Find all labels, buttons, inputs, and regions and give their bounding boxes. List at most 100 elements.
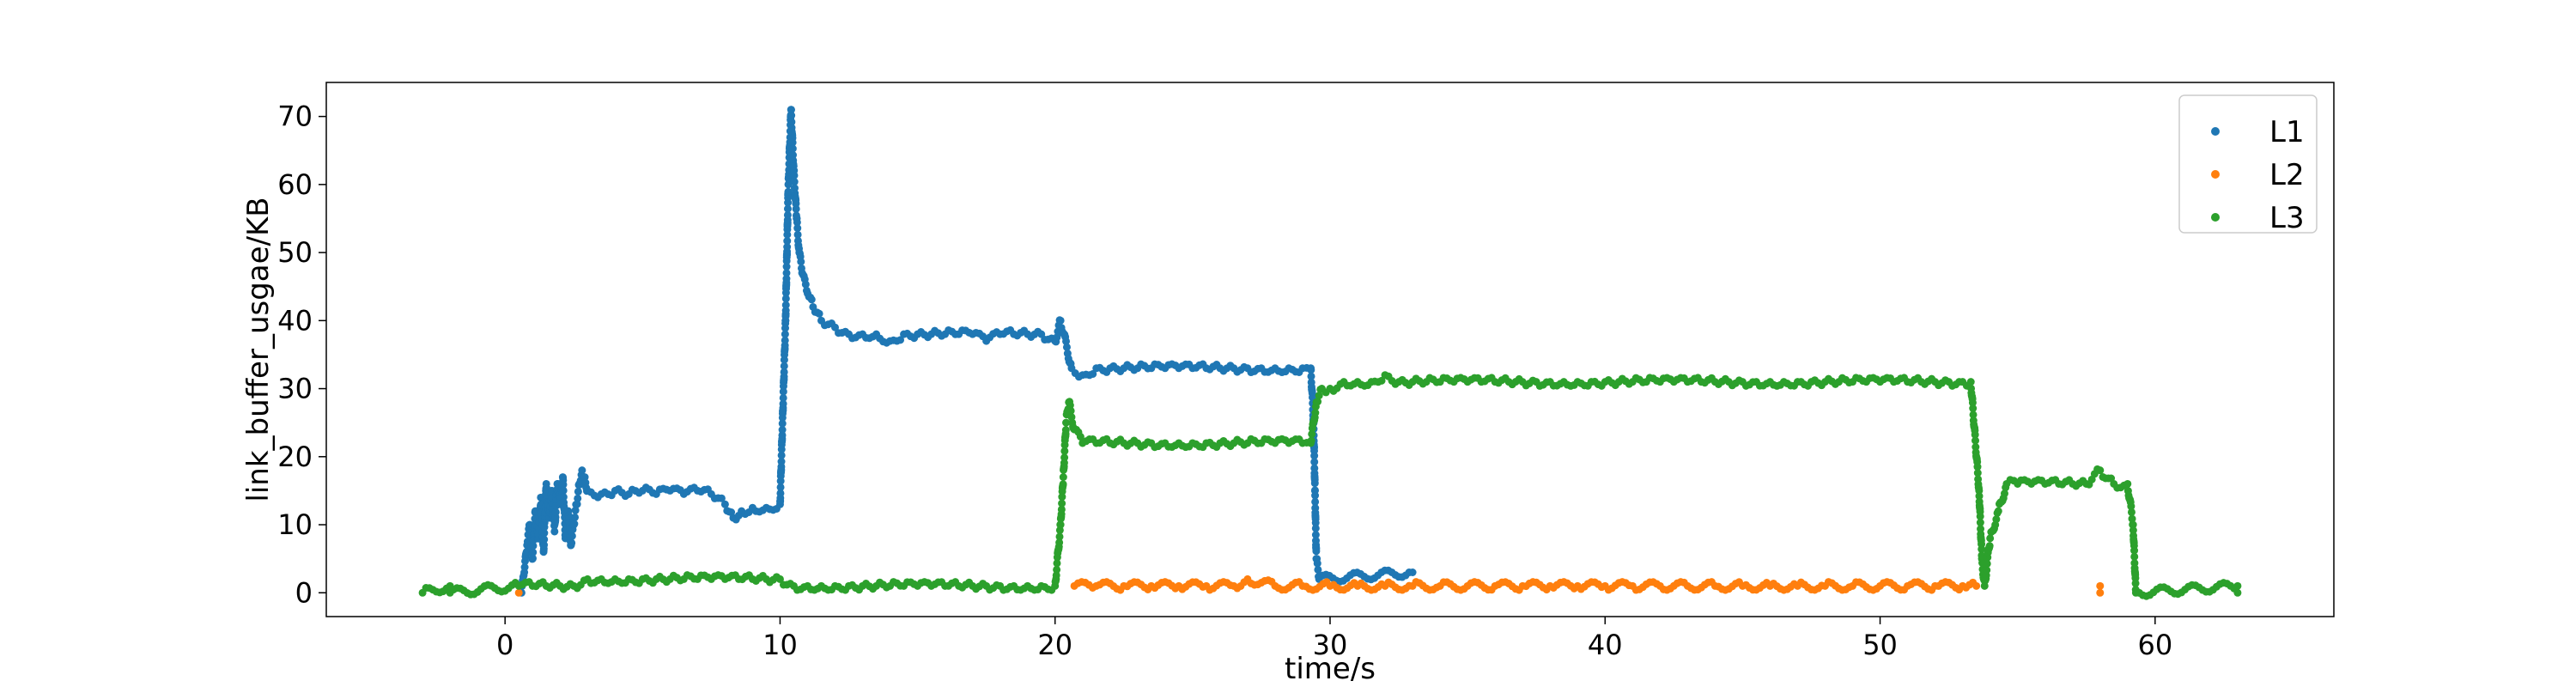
data-point bbox=[1973, 469, 1982, 477]
data-point bbox=[776, 483, 785, 491]
data-point bbox=[2233, 588, 2242, 597]
data-point bbox=[1310, 458, 1319, 466]
data-point bbox=[2128, 514, 2136, 523]
data-point bbox=[578, 466, 586, 475]
data-point bbox=[1059, 480, 1067, 489]
data-point bbox=[570, 520, 579, 528]
data-point bbox=[1315, 392, 1323, 400]
y-tick-label: 50 bbox=[277, 236, 313, 269]
data-point bbox=[781, 336, 789, 344]
data-point bbox=[568, 538, 576, 547]
data-point bbox=[790, 178, 799, 186]
data-point bbox=[1310, 452, 1319, 460]
x-tick-label: 10 bbox=[762, 629, 798, 661]
x-tick-label: 40 bbox=[1588, 629, 1623, 661]
data-point bbox=[2129, 520, 2137, 529]
data-point bbox=[529, 542, 538, 550]
data-point bbox=[574, 494, 582, 502]
data-point bbox=[1060, 447, 1069, 455]
data-point bbox=[540, 535, 549, 544]
data-point bbox=[1969, 410, 1978, 419]
data-point bbox=[717, 494, 726, 502]
data-point bbox=[540, 529, 549, 538]
data-point bbox=[2096, 588, 2105, 597]
data-point bbox=[1310, 479, 1319, 488]
data-point bbox=[1311, 524, 1320, 532]
data-point bbox=[2000, 489, 2008, 498]
legend-label: L2 bbox=[2269, 158, 2305, 192]
data-point bbox=[2131, 579, 2140, 587]
data-point bbox=[783, 204, 792, 213]
data-point bbox=[2130, 546, 2139, 555]
data-point bbox=[781, 307, 790, 315]
data-point bbox=[792, 204, 800, 213]
data-point bbox=[1985, 542, 1994, 550]
data-point bbox=[793, 224, 802, 233]
data-point bbox=[1053, 565, 1061, 574]
data-point bbox=[1062, 337, 1071, 345]
data-point bbox=[574, 487, 582, 495]
legend-label: L1 bbox=[2269, 115, 2305, 149]
x-tick-label: 0 bbox=[496, 629, 513, 661]
data-point bbox=[1314, 565, 1322, 574]
y-tick-label: 0 bbox=[295, 576, 313, 609]
data-point bbox=[1314, 398, 1322, 406]
data-point bbox=[778, 426, 787, 435]
data-point bbox=[1057, 505, 1066, 514]
legend-marker bbox=[2211, 213, 2220, 222]
y-tick-label: 10 bbox=[277, 508, 313, 541]
data-point bbox=[1089, 369, 1097, 378]
data-point bbox=[559, 480, 568, 489]
data-point bbox=[1066, 406, 1075, 415]
data-point bbox=[2130, 552, 2139, 561]
data-point bbox=[783, 210, 792, 219]
data-point bbox=[1971, 430, 1979, 439]
data-point bbox=[551, 508, 560, 516]
y-tick-label: 20 bbox=[277, 441, 313, 473]
x-tick-label: 60 bbox=[2137, 629, 2172, 661]
x-axis-title: time/s bbox=[1285, 652, 1376, 686]
y-axis-ticks: 0 10 20 30 40 50 60 70 bbox=[277, 100, 326, 609]
data-point bbox=[1061, 426, 1070, 435]
y-tick-label: 70 bbox=[277, 100, 313, 133]
data-point bbox=[1062, 418, 1071, 427]
data-point bbox=[784, 180, 793, 189]
data-point bbox=[1062, 343, 1071, 351]
plot-frame bbox=[325, 82, 2335, 617]
data-point bbox=[1975, 492, 1984, 501]
data-point bbox=[783, 243, 792, 252]
data-point bbox=[787, 112, 796, 120]
data-point bbox=[580, 473, 589, 482]
data-point bbox=[782, 269, 791, 277]
data-point bbox=[790, 171, 799, 179]
data-point bbox=[782, 275, 791, 283]
data-point bbox=[1311, 497, 1320, 506]
data-point bbox=[1975, 486, 1984, 495]
data-point bbox=[788, 138, 797, 147]
data-point bbox=[1983, 559, 1991, 568]
data-point bbox=[1067, 413, 1076, 422]
data-point bbox=[793, 218, 801, 227]
y-tick-label: 40 bbox=[277, 304, 313, 337]
data-point bbox=[540, 541, 549, 550]
data-point bbox=[1055, 532, 1064, 541]
data-point bbox=[1058, 499, 1066, 508]
x-tick-label: 30 bbox=[1313, 629, 1348, 661]
data-point bbox=[550, 527, 559, 536]
data-point bbox=[1972, 581, 1981, 590]
data-point bbox=[781, 295, 790, 303]
data-point bbox=[2127, 502, 2136, 511]
data-point bbox=[780, 362, 788, 370]
data-point bbox=[783, 237, 792, 246]
data-point bbox=[777, 451, 786, 459]
data-point bbox=[1408, 568, 1417, 576]
data-point bbox=[2127, 508, 2136, 516]
data-point bbox=[896, 336, 905, 344]
data-point bbox=[777, 458, 786, 466]
legend-marker bbox=[2211, 170, 2220, 179]
data-point bbox=[1311, 491, 1320, 500]
data-point bbox=[1966, 378, 1975, 386]
data-point bbox=[831, 323, 840, 331]
data-point bbox=[2129, 526, 2137, 535]
